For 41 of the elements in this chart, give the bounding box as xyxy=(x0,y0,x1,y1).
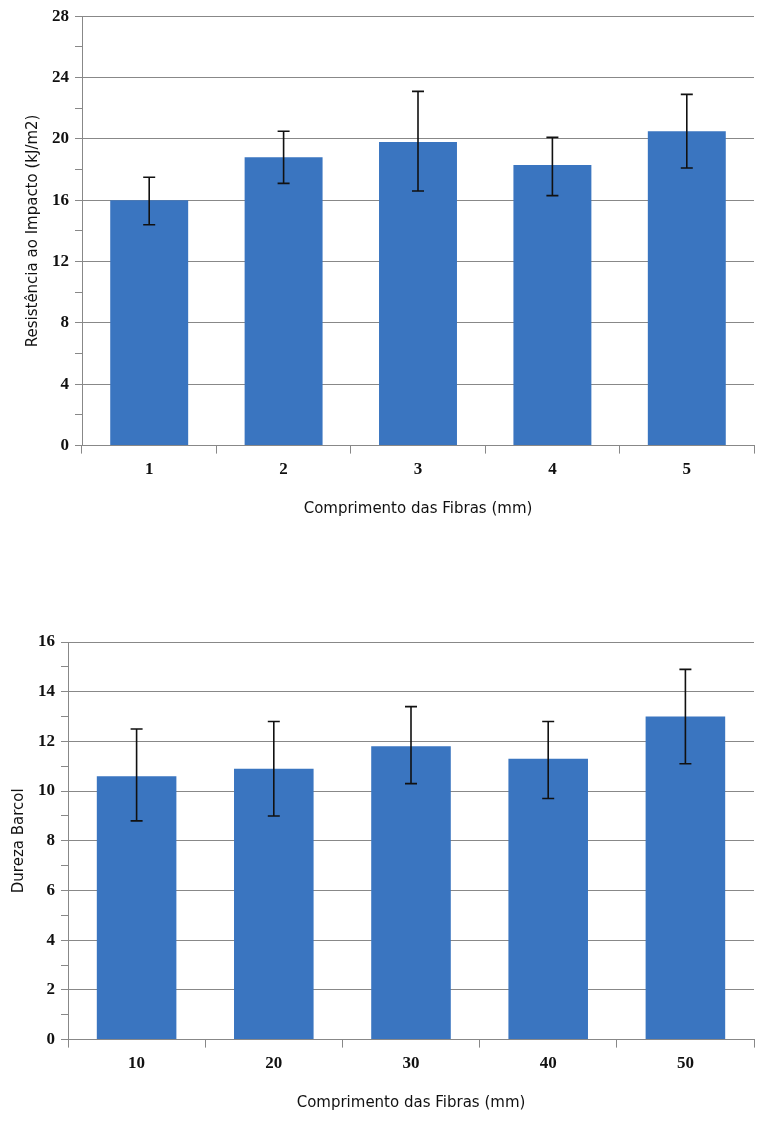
bar xyxy=(110,200,189,446)
bar xyxy=(96,776,177,1040)
bar xyxy=(371,746,451,1040)
x-tick-label: 10 xyxy=(128,1053,146,1073)
y-axis-title: Resistência ao Impacto (kJ/m2) xyxy=(22,114,41,348)
x-axis-title: Comprimento das Fibras (mm) xyxy=(296,1092,526,1111)
y-axis-title: Dureza Barcol xyxy=(8,788,27,894)
y-tick-label: 24 xyxy=(52,66,70,86)
y-tick-label: 0 xyxy=(60,434,69,454)
bar xyxy=(244,157,323,446)
y-tick-label: 4 xyxy=(60,373,70,393)
x-tick-label: 3 xyxy=(413,459,423,479)
y-tick-label: 16 xyxy=(38,631,55,651)
y-tick-label: 6 xyxy=(46,879,55,899)
x-tick-label: 4 xyxy=(548,459,558,479)
bar xyxy=(647,131,726,446)
y-tick-label: 20 xyxy=(52,128,69,148)
y-tick-label: 4 xyxy=(46,929,56,949)
bar xyxy=(508,758,588,1040)
x-tick-label: 30 xyxy=(402,1053,420,1073)
y-tick-label: 14 xyxy=(38,681,56,701)
y-tick-label: 8 xyxy=(46,830,55,850)
y-tick-label: 12 xyxy=(52,250,69,270)
y-tick-label: 10 xyxy=(38,780,55,800)
bar xyxy=(379,141,457,446)
y-tick-label: 0 xyxy=(46,1028,55,1048)
x-tick-label: 40 xyxy=(539,1053,557,1073)
x-axis-title: Comprimento das Fibras (mm) xyxy=(303,498,533,517)
y-tick-label: 2 xyxy=(46,979,55,999)
y-tick-label: 8 xyxy=(60,312,69,332)
y-tick-label: 16 xyxy=(52,189,69,209)
x-tick-label: 50 xyxy=(676,1053,694,1073)
bar xyxy=(234,768,314,1040)
x-tick-label: 2 xyxy=(279,459,288,479)
y-tick-label: 28 xyxy=(52,5,69,25)
y-tick-label: 12 xyxy=(38,730,55,750)
bar xyxy=(645,716,726,1040)
x-tick-label: 1 xyxy=(144,459,154,479)
x-tick-label: 20 xyxy=(265,1053,283,1073)
x-tick-label: 5 xyxy=(682,459,692,479)
bar xyxy=(513,164,592,446)
